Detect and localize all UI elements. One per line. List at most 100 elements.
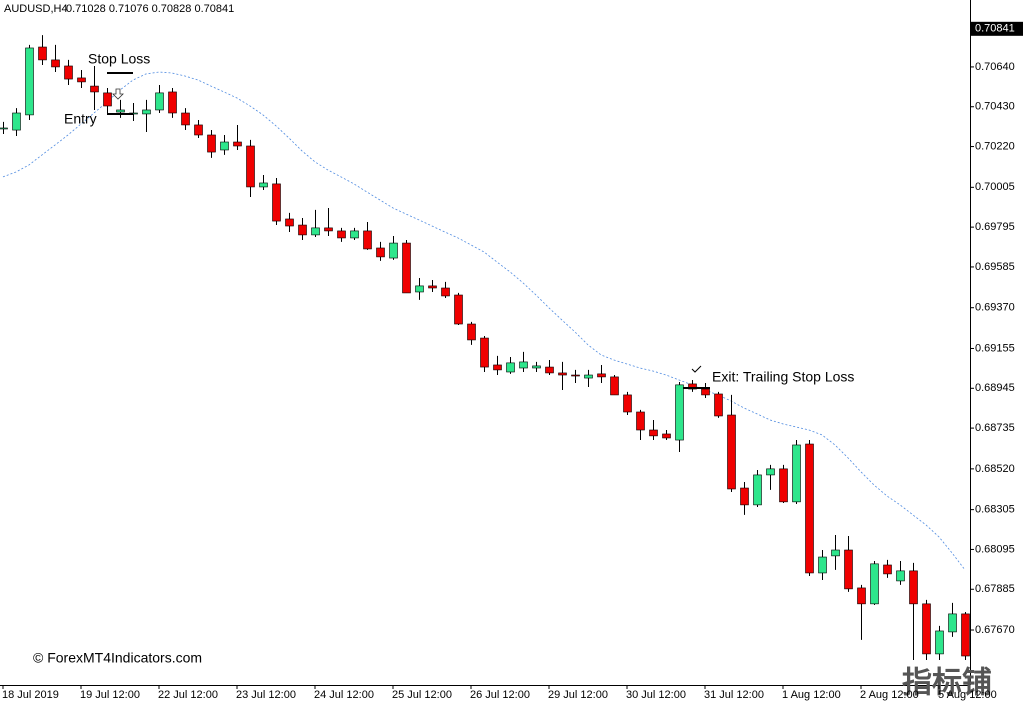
x-tick-label: 18 Jul 2019 xyxy=(2,689,59,701)
candle-body xyxy=(961,613,970,657)
candle-body xyxy=(142,109,151,115)
entry-arrow xyxy=(112,88,124,100)
candle-body xyxy=(493,364,502,371)
y-tick-label: 0.68305 xyxy=(975,504,1015,516)
y-tick-label: 0.68735 xyxy=(975,422,1015,434)
y-tick-label: 0.70220 xyxy=(975,140,1015,152)
candle-body xyxy=(857,587,866,605)
candle-body xyxy=(948,613,957,633)
exit-label: Exit: Trailing Stop Loss xyxy=(712,369,854,385)
candle-body xyxy=(376,247,385,258)
candle-body xyxy=(610,376,619,396)
y-tick-label: 0.69155 xyxy=(975,342,1015,354)
candle-body xyxy=(337,230,346,239)
candle-body xyxy=(883,564,892,575)
candle-body xyxy=(155,92,164,111)
candle-body xyxy=(870,563,879,605)
candle-body xyxy=(428,285,437,289)
candle-body xyxy=(285,218,294,227)
candle-body xyxy=(896,570,905,582)
candle-body xyxy=(350,230,359,239)
candle-body xyxy=(12,112,21,131)
stop-loss-label: Stop Loss xyxy=(88,51,150,67)
candle-body xyxy=(766,468,775,476)
candle-body xyxy=(675,384,684,441)
y-tick-label: 0.70640 xyxy=(975,61,1015,73)
candle-body xyxy=(25,47,34,116)
x-tick-label: 19 Jul 12:00 xyxy=(80,689,140,701)
candle-body xyxy=(220,141,229,151)
candle-body xyxy=(688,383,697,390)
header-ohlc: 0.71028 0.71076 0.70828 0.70841 xyxy=(66,3,234,15)
candle-body xyxy=(181,112,190,126)
x-tick-label: 26 Jul 12:00 xyxy=(470,689,530,701)
exit-check xyxy=(691,365,702,373)
candle-body xyxy=(519,361,528,369)
candle-body xyxy=(415,285,424,293)
candle-body xyxy=(467,323,476,341)
candle-body xyxy=(532,365,541,369)
candle-body xyxy=(727,414,736,490)
candle-body xyxy=(51,59,60,68)
candle-body xyxy=(363,230,372,250)
candle-body xyxy=(740,487,749,506)
candle-body xyxy=(597,373,606,378)
candle-body xyxy=(779,468,788,503)
x-tick-label: 25 Jul 12:00 xyxy=(392,689,452,701)
y-tick-label: 0.67885 xyxy=(975,583,1015,595)
candle-body xyxy=(831,549,840,557)
x-tick-label: 23 Jul 12:00 xyxy=(236,689,296,701)
y-tick-label: 0.67670 xyxy=(975,624,1015,636)
current-price-label: 0.70841 xyxy=(975,23,1015,35)
x-tick-label: 30 Jul 12:00 xyxy=(626,689,686,701)
symbol-title: AUDUSD,H4 xyxy=(4,3,68,15)
x-tick-label: 24 Jul 12:00 xyxy=(314,689,374,701)
x-tick-label: 5 Aug 12:00 xyxy=(938,689,997,701)
candle-body xyxy=(90,85,99,93)
y-tick-label: 0.69370 xyxy=(975,302,1015,314)
candle-body xyxy=(558,372,567,376)
y-tick-label: 0.70430 xyxy=(975,101,1015,113)
candle-body xyxy=(324,227,333,232)
candle-body xyxy=(311,227,320,236)
y-tick-label: 0.69795 xyxy=(975,221,1015,233)
candle-body xyxy=(207,134,216,153)
x-tick-label: 2 Aug 12:00 xyxy=(860,689,919,701)
candle-body xyxy=(584,374,593,379)
candle-body xyxy=(714,393,723,417)
candle-body xyxy=(649,429,658,437)
candle-body xyxy=(454,294,463,325)
candle-body xyxy=(805,443,814,574)
candle-body xyxy=(623,394,632,413)
candle-body xyxy=(194,124,203,136)
candle-body xyxy=(922,603,931,655)
site-watermark: © ForexMT4Indicators.com xyxy=(33,650,202,666)
plot-area xyxy=(0,35,970,660)
candle-body xyxy=(233,141,242,147)
candle-body xyxy=(402,242,411,294)
candle-body xyxy=(0,127,8,130)
y-tick-label: 0.70005 xyxy=(975,181,1015,193)
y-tick-label: 0.68945 xyxy=(975,382,1015,394)
candle-body xyxy=(77,77,86,83)
candle-body xyxy=(38,46,47,61)
current-price-box xyxy=(971,21,1023,36)
candle-body xyxy=(545,366,554,374)
candle-body xyxy=(298,224,307,236)
candle-body xyxy=(389,242,398,259)
x-tick-label: 22 Jul 12:00 xyxy=(158,689,218,701)
candle-body xyxy=(701,388,710,396)
y-tick-label: 0.69585 xyxy=(975,261,1015,273)
corner-watermark: 指标铺 xyxy=(902,666,992,701)
y-tick-label: 0.68095 xyxy=(975,543,1015,555)
x-tick-label: 29 Jul 12:00 xyxy=(548,689,608,701)
candle-body xyxy=(844,549,853,590)
candle-body xyxy=(259,182,268,188)
x-tick-label: 31 Jul 12:00 xyxy=(704,689,764,701)
candle-body xyxy=(818,556,827,574)
candle-body xyxy=(571,374,580,377)
candle-body xyxy=(116,109,125,113)
